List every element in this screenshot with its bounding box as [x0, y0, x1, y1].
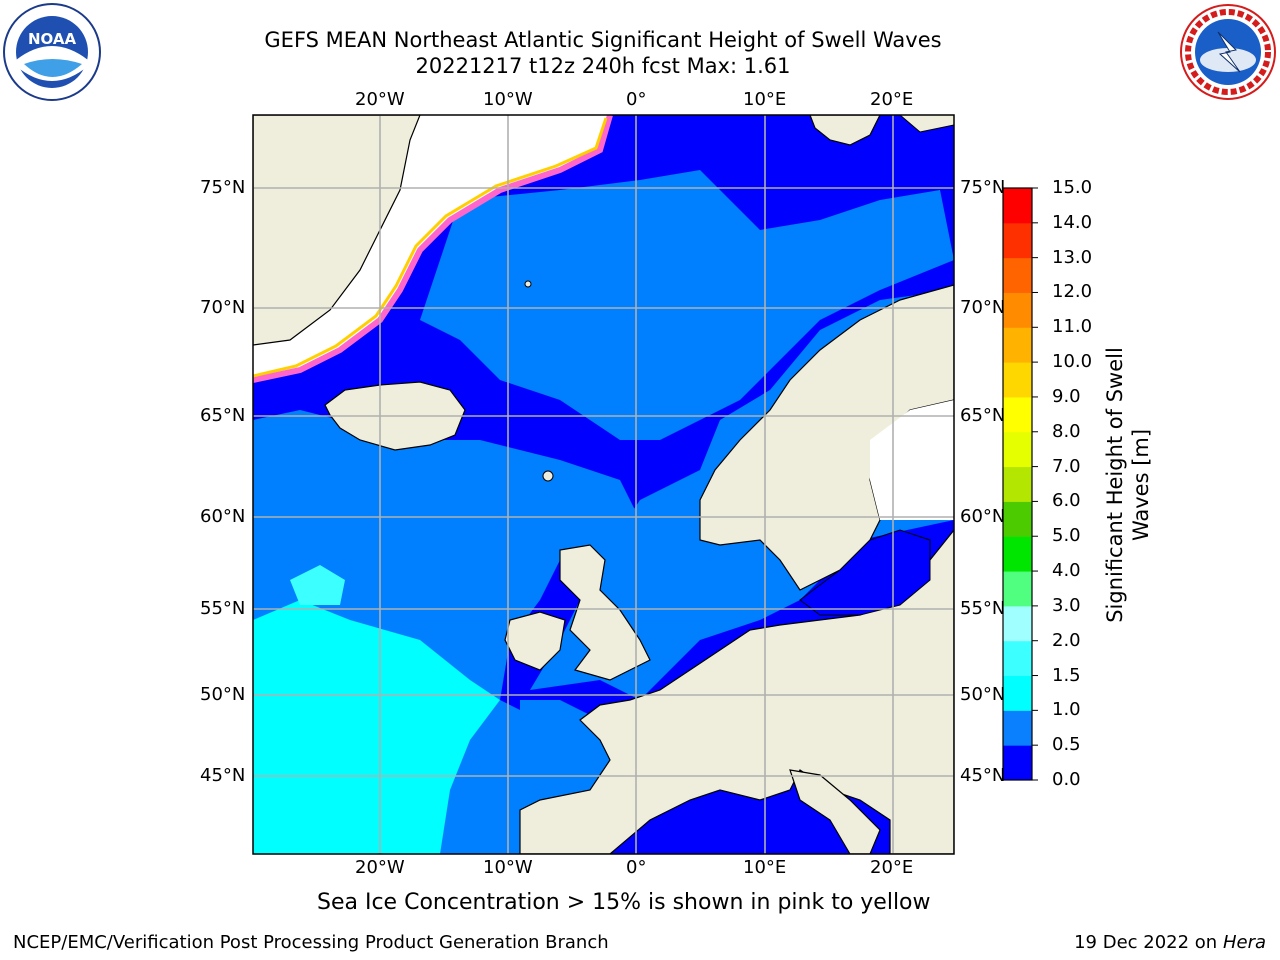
land-svalbard [809, 115, 881, 146]
lon-label-top-20w: 20°W [355, 89, 405, 110]
lon-label-bottom-10w: 10°W [483, 857, 533, 878]
colorbar-tick-label: 3.0 [1052, 594, 1081, 616]
colorbar-tick-label: 12.0 [1052, 281, 1093, 303]
land-continent [519, 529, 954, 854]
date-text: 19 Dec 2022 on [1074, 932, 1218, 953]
colorbar-segment [1003, 536, 1032, 572]
swell-high-southwest [253, 600, 500, 854]
colorbar-segment [1003, 745, 1032, 781]
sea-baltic [799, 529, 931, 616]
colorbar-tick-label: 6.0 [1052, 490, 1081, 512]
host-name: Hera [1222, 932, 1266, 953]
lon-label-bottom-0: 0° [626, 857, 647, 878]
land-ireland [504, 611, 566, 671]
colorbar-frame [1002, 187, 1033, 781]
colorbar-segment [1003, 257, 1032, 293]
lat-label-right-75n: 75°N [960, 177, 1006, 198]
lat-label-right-55n: 55°N [960, 598, 1006, 619]
colorbar-tick-label: 8.0 [1052, 420, 1081, 442]
lat-label-left-70n: 70°N [200, 297, 246, 318]
date-credit: 19 Dec 2022 on Hera [1074, 932, 1266, 953]
ice-note: Sea Ice Concentration > 15% is shown in … [317, 890, 931, 915]
lat-label-left-65n: 65°N [200, 405, 246, 426]
colorbar-title-line1: Significant Height of Swell [1103, 347, 1127, 623]
colorbar-segment [1003, 222, 1032, 259]
map-frame [252, 114, 955, 855]
land-faroe [542, 470, 554, 482]
colorbar-tick-label: 1.5 [1052, 664, 1081, 686]
lat-label-right-50n: 50°N [960, 684, 1006, 705]
land-finland-ice [870, 400, 954, 520]
chart-title: GEFS MEAN Northeast Atlantic Significant… [264, 28, 942, 52]
nws-logo [1178, 2, 1278, 102]
land-novaya-frag [899, 115, 954, 133]
lon-label-top-20e: 20°E [870, 89, 914, 110]
colorbar-title-line2: Waves [m] [1129, 428, 1153, 542]
branch-credit: NCEP/EMC/Verification Post Processing Pr… [13, 932, 609, 953]
colorbar-tick-label: 10.0 [1052, 351, 1093, 373]
colorbar-title: Significant Height of Swell Waves [m] [1102, 347, 1154, 623]
ice-edge-yellow [253, 117, 608, 378]
colorbar-segment [1003, 362, 1032, 398]
colorbar-tick-label: 14.0 [1052, 211, 1093, 233]
lat-label-right-65n: 65°N [960, 405, 1006, 426]
colorbar-segment [1003, 466, 1032, 502]
lat-label-right-45n: 45°N [960, 765, 1006, 786]
colorbar-segment [1003, 571, 1032, 607]
colorbar-segment [1003, 710, 1032, 746]
graticule [253, 115, 954, 854]
lon-label-top-10w: 10°W [483, 89, 533, 110]
lat-label-right-60n: 60°N [960, 506, 1006, 527]
colorbar-segment [1003, 605, 1032, 642]
colorbar-segment [1003, 675, 1032, 711]
lat-label-left-50n: 50°N [200, 684, 246, 705]
lat-label-left-60n: 60°N [200, 506, 246, 527]
colorbar-segment [1003, 188, 1032, 224]
colorbar-tick-label: 4.0 [1052, 560, 1081, 582]
land-great-britain [559, 544, 651, 681]
land-jan-mayen [524, 280, 532, 288]
lat-label-right-70n: 70°N [960, 297, 1006, 318]
ice-edge [253, 115, 613, 383]
lat-label-left-45n: 45°N [200, 765, 246, 786]
land-greenland [253, 115, 421, 346]
lon-label-bottom-10e: 10°E [743, 857, 787, 878]
colorbar-tick-label: 13.0 [1052, 246, 1093, 268]
colorbar-segment [1003, 292, 1032, 328]
swell-mid-greenland-sea [420, 170, 954, 440]
lon-label-top-0: 0° [626, 89, 647, 110]
colorbar-tick-label: 0.5 [1052, 734, 1081, 756]
colorbar-segment [1003, 396, 1032, 433]
noaa-logo: NOAA [2, 2, 102, 102]
lat-label-left-75n: 75°N [200, 177, 246, 198]
colorbar-tick-label: 2.0 [1052, 629, 1081, 651]
colorbar-tick-label: 11.0 [1052, 316, 1093, 338]
land-italy [789, 769, 881, 854]
chart-subtitle: 20221217 t12z 240h fcst Max: 1.61 [415, 54, 791, 78]
lon-label-top-10e: 10°E [743, 89, 787, 110]
lat-label-left-55n: 55°N [200, 598, 246, 619]
colorbar-tick-label: 0.0 [1052, 769, 1081, 790]
colorbar-segment [1003, 640, 1032, 677]
colorbar-tick-label: 5.0 [1052, 525, 1081, 547]
noaa-logo-text: NOAA [28, 30, 77, 48]
colorbar-tick-label: 1.0 [1052, 699, 1081, 721]
colorbar-tick-label: 15.0 [1052, 177, 1093, 198]
colorbar-segment [1003, 431, 1032, 468]
colorbar [1003, 187, 1038, 781]
colorbar-tick-label: 9.0 [1052, 385, 1081, 407]
colorbar-tick-label: 7.0 [1052, 455, 1081, 477]
swell-high-patch [290, 565, 345, 605]
lon-label-bottom-20w: 20°W [355, 857, 405, 878]
lon-label-bottom-20e: 20°E [870, 857, 914, 878]
map-area [253, 115, 954, 854]
colorbar-segment [1003, 327, 1032, 363]
colorbar-segment [1003, 501, 1032, 537]
